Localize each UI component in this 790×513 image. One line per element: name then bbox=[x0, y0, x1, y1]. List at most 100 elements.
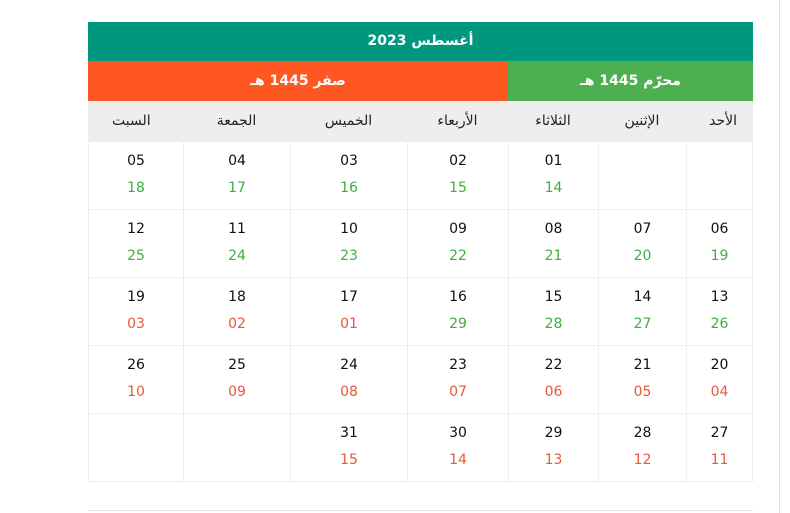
gregorian-day: 24 bbox=[340, 357, 358, 373]
gregorian-day: 14 bbox=[633, 289, 652, 305]
page-edge-divider bbox=[779, 0, 780, 513]
hijri-day: 27 bbox=[633, 316, 652, 332]
week-row: 01 14 02 15 03 16 04 17 05 18 bbox=[88, 142, 753, 210]
gregorian-day: 16 bbox=[449, 289, 467, 305]
empty-day-cell bbox=[598, 142, 686, 210]
hijri-day: 07 bbox=[449, 384, 467, 400]
day-cell: 01 14 bbox=[508, 142, 598, 210]
hijri-day: 29 bbox=[449, 316, 467, 332]
day-cell: 19 03 bbox=[88, 278, 183, 346]
hijri-day: 15 bbox=[449, 180, 467, 196]
day-cell: 28 12 bbox=[598, 414, 686, 482]
day-cell: 16 29 bbox=[407, 278, 508, 346]
weekday-monday: الإثنين bbox=[598, 101, 686, 142]
gregorian-day: 12 bbox=[127, 221, 145, 237]
week-row: 06 19 07 20 08 21 09 22 10 23 11 24 12 25 bbox=[88, 210, 753, 278]
gregorian-day: 03 bbox=[340, 153, 358, 169]
day-cell: 18 02 bbox=[183, 278, 290, 346]
day-cell: 20 04 bbox=[686, 346, 753, 414]
gregorian-day: 18 bbox=[228, 289, 246, 305]
gregorian-day: 07 bbox=[633, 221, 652, 237]
weekday-friday: الجمعة bbox=[183, 101, 290, 142]
gregorian-day: 06 bbox=[710, 221, 729, 237]
hijri-day: 19 bbox=[710, 248, 729, 264]
day-cell: 10 23 bbox=[290, 210, 407, 278]
day-cell: 03 16 bbox=[290, 142, 407, 210]
hijri-day: 03 bbox=[127, 316, 145, 332]
day-cell: 22 06 bbox=[508, 346, 598, 414]
bottom-divider bbox=[88, 510, 753, 511]
hijri-day: 24 bbox=[228, 248, 246, 264]
day-cell: 13 26 bbox=[686, 278, 753, 346]
hijri-day: 17 bbox=[228, 180, 246, 196]
hijri-day: 15 bbox=[340, 452, 358, 468]
hijri-day: 13 bbox=[544, 452, 563, 468]
calendar-body: 01 14 02 15 03 16 04 17 05 18 06 19 07 20 08 21 09 22 10 23… bbox=[88, 142, 753, 482]
hijri-day: 11 bbox=[710, 452, 729, 468]
week-row: 20 04 21 05 22 06 23 07 24 08 25 09 26 10 bbox=[88, 346, 753, 414]
hijri-day: 14 bbox=[449, 452, 467, 468]
gregorian-day: 02 bbox=[449, 153, 467, 169]
day-cell: 21 05 bbox=[598, 346, 686, 414]
gregorian-day: 09 bbox=[449, 221, 467, 237]
gregorian-day: 08 bbox=[544, 221, 563, 237]
day-cell: 06 19 bbox=[686, 210, 753, 278]
week-row: 27 11 28 12 29 13 30 14 31 15 bbox=[88, 414, 753, 482]
hijri-day: 06 bbox=[544, 384, 563, 400]
weekday-saturday: السبت bbox=[88, 101, 183, 142]
empty-day-cell bbox=[686, 142, 753, 210]
day-cell: 07 20 bbox=[598, 210, 686, 278]
gregorian-day: 31 bbox=[340, 425, 358, 441]
hijri-day: 21 bbox=[544, 248, 563, 264]
gregorian-day: 28 bbox=[633, 425, 652, 441]
hijri-day: 01 bbox=[340, 316, 358, 332]
hijri-months-row: محرّم 1445 هـ صفر 1445 هـ bbox=[88, 61, 753, 101]
month-muharram: محرّم 1445 هـ bbox=[508, 61, 753, 101]
gregorian-day: 25 bbox=[228, 357, 246, 373]
calendar: أغسطس 2023 محرّم 1445 هـ صفر 1445 هـ الأ… bbox=[88, 22, 753, 482]
day-cell: 31 15 bbox=[290, 414, 407, 482]
day-cell: 23 07 bbox=[407, 346, 508, 414]
gregorian-day: 29 bbox=[544, 425, 563, 441]
day-cell: 12 25 bbox=[88, 210, 183, 278]
empty-day-cell bbox=[183, 414, 290, 482]
hijri-day: 28 bbox=[544, 316, 563, 332]
hijri-day: 02 bbox=[228, 316, 246, 332]
day-cell: 02 15 bbox=[407, 142, 508, 210]
day-cell: 15 28 bbox=[508, 278, 598, 346]
day-cell: 08 21 bbox=[508, 210, 598, 278]
weekday-tuesday: الثلاثاء bbox=[508, 101, 598, 142]
gregorian-day: 23 bbox=[449, 357, 467, 373]
day-cell: 30 14 bbox=[407, 414, 508, 482]
day-cell: 14 27 bbox=[598, 278, 686, 346]
hijri-day: 20 bbox=[633, 248, 652, 264]
day-cell: 05 18 bbox=[88, 142, 183, 210]
gregorian-day: 19 bbox=[127, 289, 145, 305]
day-cell: 25 09 bbox=[183, 346, 290, 414]
gregorian-day: 26 bbox=[127, 357, 145, 373]
hijri-day: 26 bbox=[710, 316, 729, 332]
weekday-header: الأحد الإثنين الثلاثاء الأربعاء الخميس ا… bbox=[88, 101, 753, 142]
day-cell: 29 13 bbox=[508, 414, 598, 482]
hijri-day: 08 bbox=[340, 384, 358, 400]
hijri-day: 22 bbox=[449, 248, 467, 264]
gregorian-day: 22 bbox=[544, 357, 563, 373]
hijri-day: 09 bbox=[228, 384, 246, 400]
gregorian-day: 21 bbox=[633, 357, 652, 373]
gregorian-day: 15 bbox=[544, 289, 563, 305]
weekday-wednesday: الأربعاء bbox=[407, 101, 508, 142]
gregorian-day: 04 bbox=[228, 153, 246, 169]
hijri-day: 18 bbox=[127, 180, 145, 196]
day-cell: 04 17 bbox=[183, 142, 290, 210]
day-cell: 24 08 bbox=[290, 346, 407, 414]
gregorian-day: 13 bbox=[710, 289, 729, 305]
weekday-sunday: الأحد bbox=[686, 101, 753, 142]
gregorian-day: 05 bbox=[127, 153, 145, 169]
gregorian-day: 20 bbox=[710, 357, 729, 373]
hijri-day: 14 bbox=[544, 180, 563, 196]
day-cell: 11 24 bbox=[183, 210, 290, 278]
hijri-day: 16 bbox=[340, 180, 358, 196]
hijri-day: 10 bbox=[127, 384, 145, 400]
month-safar: صفر 1445 هـ bbox=[88, 61, 508, 101]
weekday-thursday: الخميس bbox=[290, 101, 407, 142]
